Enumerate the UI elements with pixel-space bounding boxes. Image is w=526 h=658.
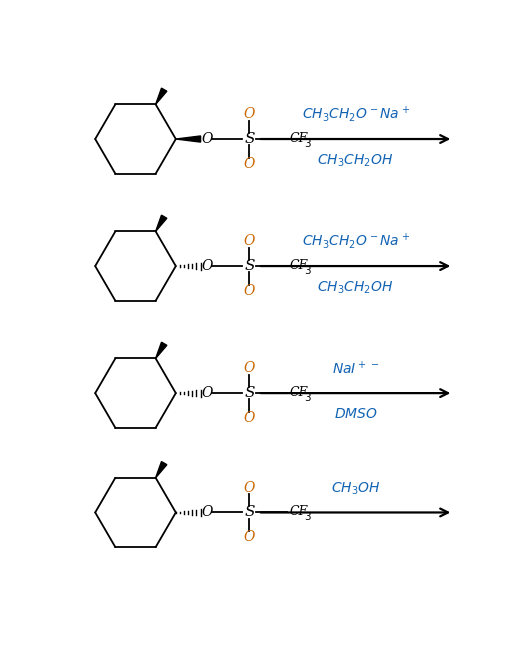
- Text: $\mathit{CH_3CH_2O^-Na^+}$: $\mathit{CH_3CH_2O^-Na^+}$: [301, 231, 410, 251]
- Text: O: O: [244, 107, 255, 121]
- Text: $\mathit{CH_3CH_2OH}$: $\mathit{CH_3CH_2OH}$: [317, 280, 394, 296]
- Text: S: S: [244, 505, 255, 519]
- Text: S: S: [244, 259, 255, 273]
- Text: O: O: [244, 481, 255, 495]
- Polygon shape: [156, 342, 167, 359]
- Text: O: O: [201, 386, 213, 400]
- Text: O: O: [201, 132, 213, 146]
- Text: CF: CF: [290, 386, 308, 399]
- Text: CF: CF: [290, 505, 308, 519]
- Text: 3: 3: [305, 512, 311, 522]
- Text: 3: 3: [305, 266, 311, 276]
- Text: O: O: [201, 259, 213, 273]
- Polygon shape: [156, 215, 167, 232]
- Text: S: S: [244, 386, 255, 400]
- Text: O: O: [244, 157, 255, 170]
- Text: $\mathit{DMSO}$: $\mathit{DMSO}$: [333, 407, 378, 421]
- Polygon shape: [156, 461, 167, 478]
- Text: CF: CF: [290, 259, 308, 272]
- Text: 3: 3: [305, 393, 311, 403]
- Text: $\mathit{CH_3CH_2O^-Na^+}$: $\mathit{CH_3CH_2O^-Na^+}$: [301, 104, 410, 124]
- Text: O: O: [244, 361, 255, 376]
- Text: O: O: [244, 411, 255, 425]
- Text: CF: CF: [290, 132, 308, 145]
- Polygon shape: [176, 136, 200, 142]
- Text: O: O: [244, 284, 255, 297]
- Text: $\mathit{CH_3OH}$: $\mathit{CH_3OH}$: [331, 481, 380, 497]
- Polygon shape: [156, 88, 167, 105]
- Text: O: O: [244, 234, 255, 249]
- Text: O: O: [201, 505, 213, 519]
- Text: O: O: [244, 530, 255, 544]
- Text: $\mathit{NaI^+}$$^-$: $\mathit{NaI^+}$$^-$: [332, 361, 379, 378]
- Text: S: S: [244, 132, 255, 146]
- Text: 3: 3: [305, 139, 311, 149]
- Text: $\mathit{CH_3CH_2OH}$: $\mathit{CH_3CH_2OH}$: [317, 153, 394, 169]
